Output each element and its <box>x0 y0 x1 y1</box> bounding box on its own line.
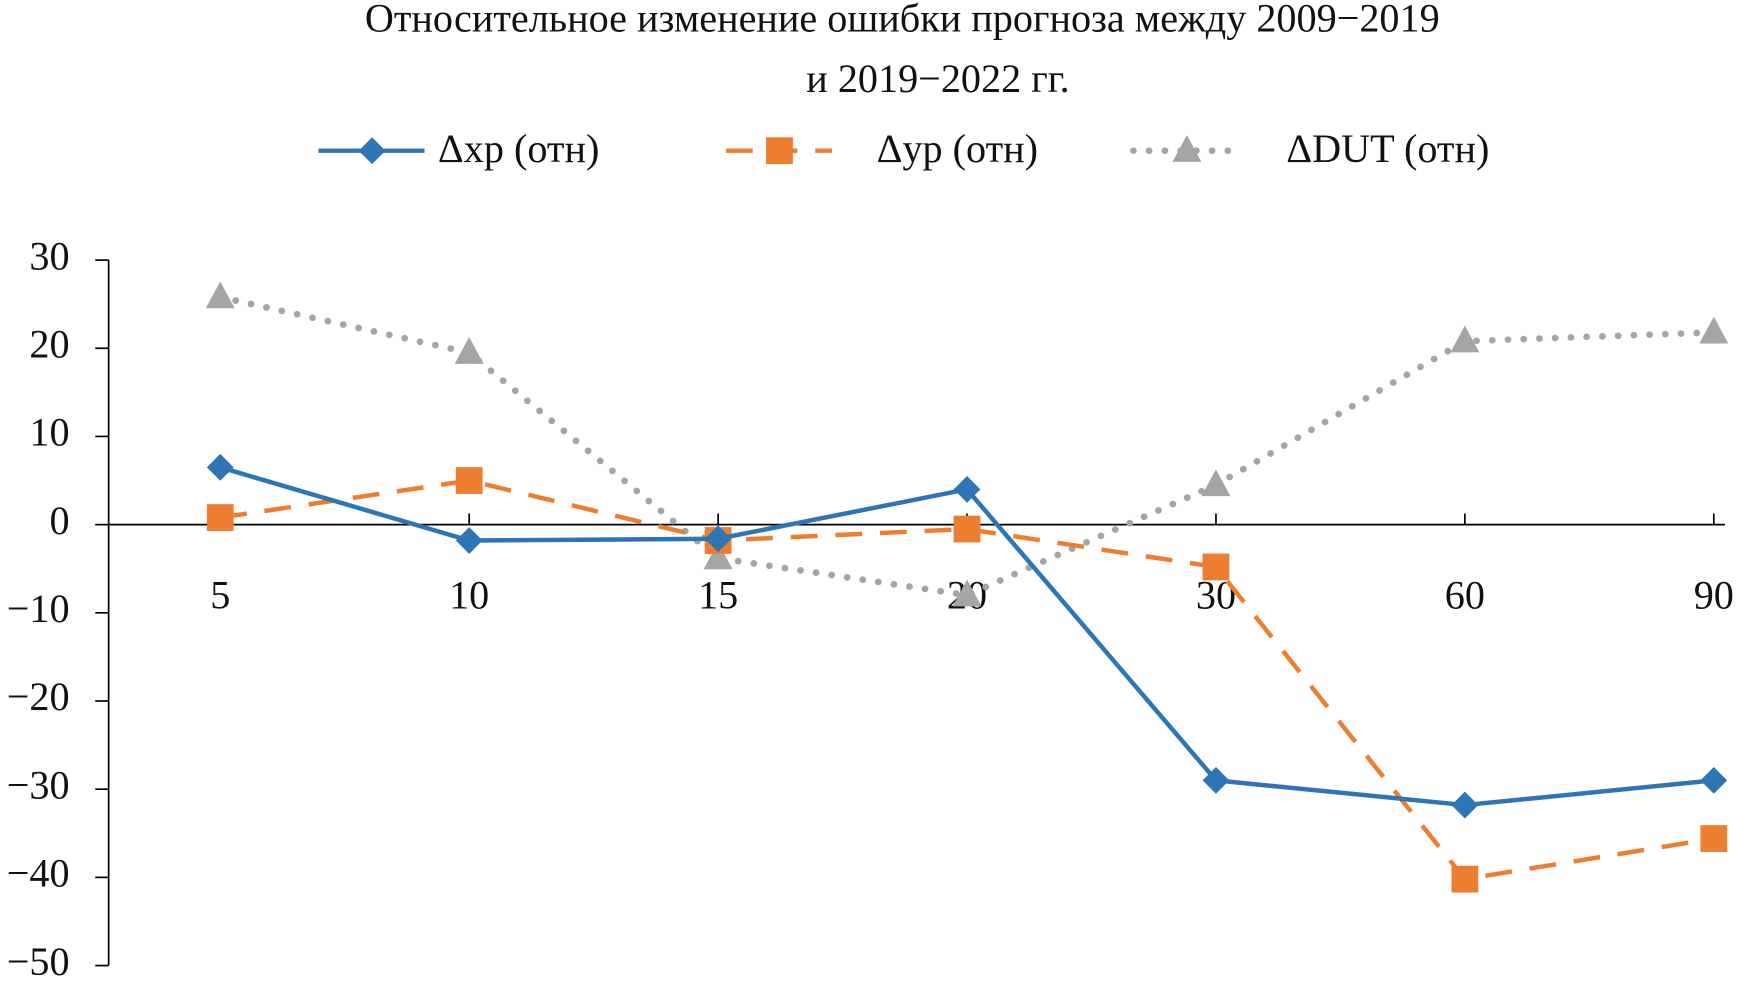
y-tick-label: −20 <box>7 674 70 719</box>
marker <box>455 527 483 554</box>
y-tick-label: −40 <box>7 851 70 896</box>
marker <box>1202 766 1230 794</box>
chart-title: и 2019−2022 гг. <box>806 56 1069 101</box>
marker <box>952 579 982 607</box>
marker <box>455 467 483 494</box>
y-tick-label: −30 <box>7 762 70 807</box>
y-tick-label: −10 <box>7 586 70 631</box>
marker <box>1451 865 1479 893</box>
y-tick-label: 20 <box>29 321 69 366</box>
marker <box>1172 135 1202 162</box>
marker <box>454 337 484 364</box>
marker <box>1699 316 1729 344</box>
legend-label: Δxp (отн) <box>438 126 599 171</box>
marker <box>766 137 793 165</box>
marker <box>704 525 732 553</box>
x-tick-label: 5 <box>210 573 230 618</box>
marker <box>1700 766 1728 794</box>
legend-label: ΔDUT (отн) <box>1286 126 1489 171</box>
marker <box>1700 825 1728 852</box>
marker <box>206 453 234 481</box>
marker <box>358 137 386 165</box>
legend-label: Δyp (отн) <box>877 126 1038 171</box>
x-tick-label: 10 <box>449 573 489 618</box>
y-tick-label: 0 <box>49 498 69 543</box>
marker <box>206 504 234 531</box>
chart-title: Относительное изменение ошибки прогноза … <box>365 0 1440 41</box>
marker <box>1450 325 1480 353</box>
marker <box>1451 791 1479 819</box>
marker <box>953 515 981 543</box>
x-tick-label: 15 <box>698 573 738 618</box>
marker <box>205 281 235 309</box>
y-tick-label: 10 <box>29 410 69 455</box>
marker <box>703 542 733 570</box>
x-tick-label: 60 <box>1445 573 1485 618</box>
marker <box>1201 469 1231 497</box>
marker <box>1202 553 1230 581</box>
x-tick-label: 90 <box>1694 573 1734 618</box>
y-tick-label: 30 <box>29 233 69 278</box>
series-line <box>216 293 1718 599</box>
y-tick-label: −50 <box>7 939 70 984</box>
